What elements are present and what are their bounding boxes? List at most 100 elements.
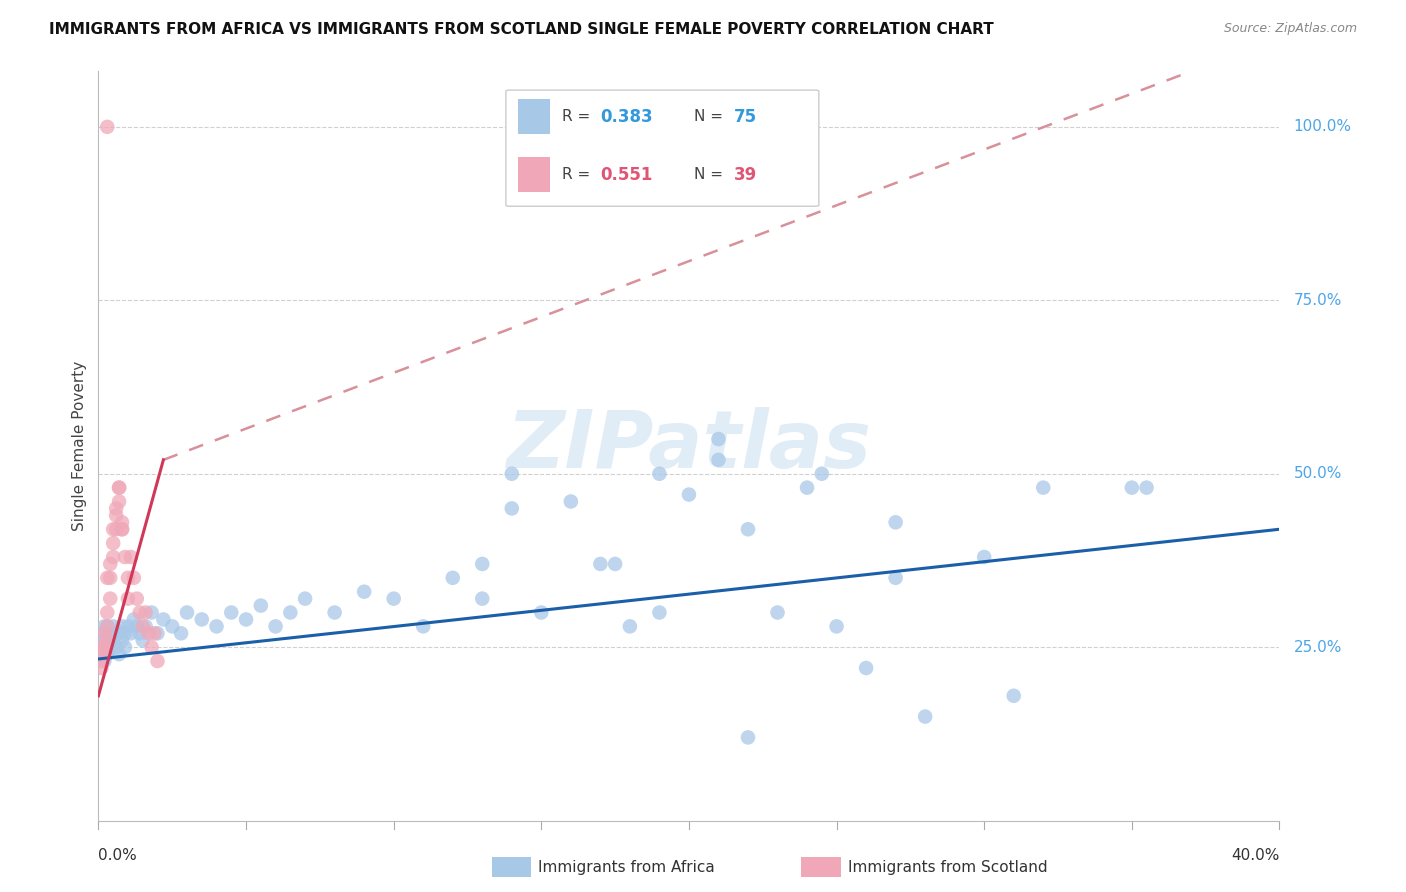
Point [560,494,582,508]
Point [205,619,228,633]
Point [412,619,434,633]
Point [141,606,163,620]
Point [105,640,128,655]
Point [221,606,243,620]
Text: 40.0%: 40.0% [1232,848,1279,863]
Point [766,606,789,620]
Point [93,640,115,655]
Point [323,606,346,620]
Point [93,647,115,661]
Point [1032,481,1054,495]
Point [108,494,131,508]
Point [90,661,112,675]
Point [176,606,198,620]
Point [96,120,118,134]
Point [90,654,112,668]
Point [855,661,877,675]
Point [111,633,134,648]
Point [162,619,183,633]
Point [114,640,136,655]
Point [138,626,160,640]
Point [98,591,121,606]
Point [105,501,128,516]
Point [605,557,627,571]
Point [1121,481,1143,495]
Point [914,709,936,723]
Point [128,626,150,640]
Point [96,619,118,633]
Point [114,549,136,564]
Point [146,654,169,668]
Point [973,549,995,564]
Point [280,606,302,620]
Point [96,647,118,661]
Point [98,626,121,640]
Point [135,619,157,633]
Point [90,640,112,655]
Point [96,571,118,585]
Point [93,654,115,668]
Point [105,508,128,523]
Point [471,591,494,606]
Point [884,516,907,530]
Point [90,640,112,655]
Point [108,647,131,661]
Point [103,633,125,648]
Point [96,606,118,620]
Text: ZIPatlas: ZIPatlas [506,407,872,485]
Point [128,606,150,620]
Point [796,481,818,495]
Point [884,571,907,585]
Point [105,626,128,640]
Point [111,522,134,536]
Text: 100.0%: 100.0% [1294,120,1351,135]
Point [191,612,214,626]
Point [170,626,193,640]
Point [707,453,730,467]
Point [111,522,134,536]
Point [589,557,612,571]
Point [648,606,671,620]
Point [125,619,148,633]
Text: Source: ZipAtlas.com: Source: ZipAtlas.com [1223,22,1357,36]
Point [98,571,121,585]
Point [737,731,759,745]
Text: 75.0%: 75.0% [1294,293,1341,308]
Point [530,606,553,620]
Point [737,522,759,536]
Point [135,606,157,620]
Point [120,549,142,564]
Point [111,516,134,530]
Text: 50.0%: 50.0% [1294,467,1341,482]
Point [143,626,166,640]
Point [93,619,115,633]
Point [353,584,375,599]
Point [103,522,125,536]
Point [1136,481,1159,495]
Point [264,619,287,633]
Point [108,481,131,495]
Point [678,487,700,501]
Point [152,612,174,626]
Point [103,549,125,564]
Point [93,626,115,640]
Point [114,626,136,640]
Text: 25.0%: 25.0% [1294,640,1341,655]
Text: Immigrants from Scotland: Immigrants from Scotland [848,861,1047,875]
Point [471,557,494,571]
Point [141,640,163,655]
Point [105,522,128,536]
Point [96,633,118,648]
Point [132,619,155,633]
Point [146,626,169,640]
Point [441,571,464,585]
Point [108,626,131,640]
Point [103,619,125,633]
Point [619,619,641,633]
Point [501,501,523,516]
Point [93,633,115,648]
Point [117,571,139,585]
Point [111,619,134,633]
Point [117,619,139,633]
Text: IMMIGRANTS FROM AFRICA VS IMMIGRANTS FROM SCOTLAND SINGLE FEMALE POVERTY CORRELA: IMMIGRANTS FROM AFRICA VS IMMIGRANTS FRO… [49,22,994,37]
